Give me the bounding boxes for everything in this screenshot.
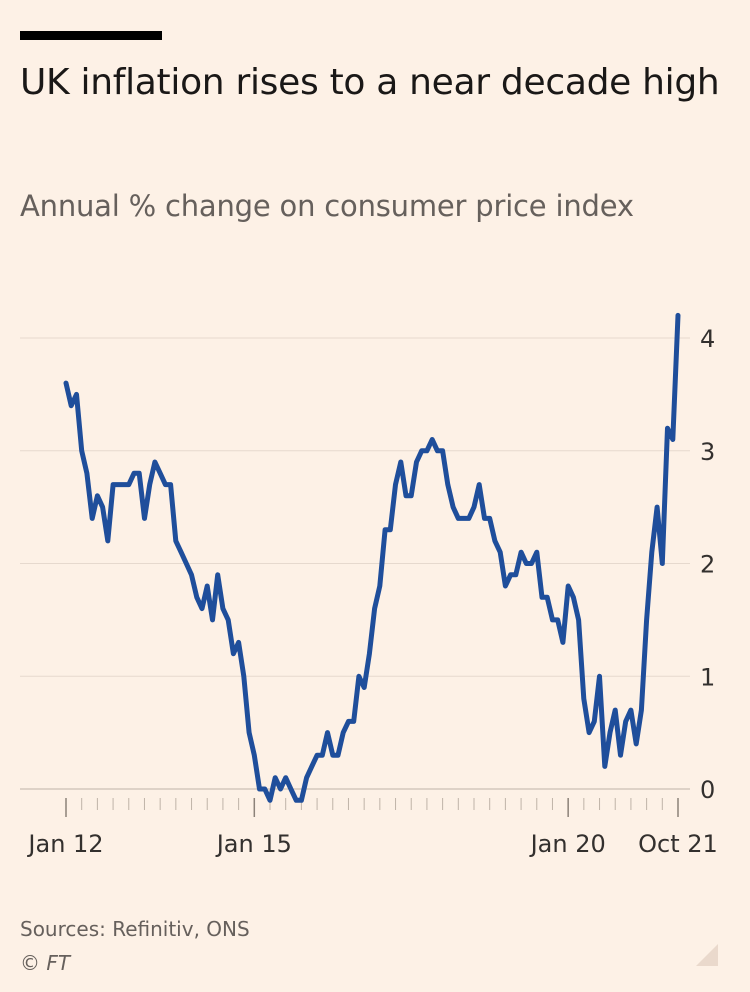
chart-subtitle: Annual % change on consumer price index (20, 189, 634, 223)
x-tick-label: Jan 12 (26, 830, 103, 858)
y-tick-label: 3 (700, 438, 715, 466)
line-chart: 0 1 2 3 4 Jan 12 Jan 15 Jan 20 Oct 21 (20, 312, 718, 858)
resize-corner-icon (696, 944, 718, 966)
header-accent-bar (20, 31, 162, 40)
x-tick-label: Jan 20 (529, 830, 606, 858)
copyright-note: © FT (20, 951, 71, 975)
x-tick-label: Oct 21 (638, 830, 718, 858)
y-tick-label: 1 (700, 663, 715, 691)
sources-note: Sources: Refinitiv, ONS (20, 917, 250, 941)
y-tick-label: 4 (700, 325, 715, 353)
x-tick-label: Jan 15 (215, 830, 292, 858)
series-line-cpi (63, 312, 681, 803)
chart-title: UK inflation rises to a near decade high (20, 62, 720, 103)
y-tick-label: 2 (700, 551, 715, 579)
y-tick-label: 0 (700, 776, 715, 804)
